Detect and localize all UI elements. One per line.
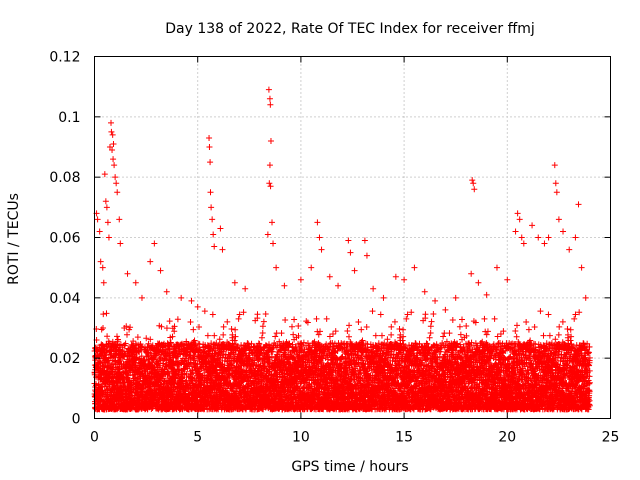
data-point bbox=[201, 308, 208, 315]
data-point bbox=[220, 331, 227, 338]
data-point bbox=[103, 310, 110, 317]
data-points bbox=[91, 86, 593, 413]
data-point bbox=[100, 325, 107, 332]
data-point bbox=[117, 341, 124, 348]
data-point bbox=[323, 315, 330, 322]
data-point bbox=[262, 310, 269, 317]
data-point bbox=[282, 316, 289, 323]
data-point bbox=[290, 331, 297, 338]
data-point bbox=[122, 340, 129, 347]
x-axis-label: GPS time / hours bbox=[291, 459, 408, 475]
data-point bbox=[272, 333, 279, 340]
data-point bbox=[291, 316, 298, 323]
data-point bbox=[216, 336, 223, 343]
data-point bbox=[114, 333, 121, 340]
data-point bbox=[196, 324, 203, 331]
data-point bbox=[163, 325, 170, 332]
data-point bbox=[315, 331, 322, 338]
data-point bbox=[228, 326, 235, 333]
data-point bbox=[260, 318, 267, 325]
chart-title: Day 138 of 2022, Rate Of TEC Index for r… bbox=[165, 21, 535, 37]
data-point bbox=[143, 335, 150, 342]
data-point bbox=[224, 318, 231, 325]
data-point bbox=[258, 334, 265, 341]
data-point bbox=[123, 323, 130, 330]
data-point bbox=[317, 328, 324, 335]
data-point bbox=[254, 311, 261, 318]
data-point bbox=[117, 357, 124, 364]
grid-lines bbox=[94, 56, 611, 419]
data-point bbox=[332, 328, 339, 335]
data-point bbox=[209, 311, 216, 318]
data-point bbox=[211, 332, 218, 339]
data-point bbox=[259, 329, 266, 336]
data-point bbox=[114, 336, 121, 343]
data-point bbox=[295, 322, 302, 329]
data-point bbox=[187, 318, 194, 325]
data-point bbox=[235, 315, 242, 322]
data-point bbox=[166, 318, 173, 325]
data-point bbox=[259, 323, 266, 330]
data-point bbox=[313, 315, 320, 322]
data-point bbox=[278, 330, 285, 337]
data-point bbox=[190, 326, 197, 333]
data-point bbox=[288, 323, 295, 330]
y-axis-label: ROTI / TECUs bbox=[6, 193, 22, 285]
data-point bbox=[220, 323, 227, 330]
data-point bbox=[98, 326, 105, 333]
data-point bbox=[104, 333, 111, 340]
data-point bbox=[106, 340, 113, 347]
data-point bbox=[134, 334, 141, 341]
data-point bbox=[100, 311, 107, 318]
data-point bbox=[232, 326, 239, 333]
data-point bbox=[127, 324, 134, 331]
data-point bbox=[124, 331, 131, 338]
data-point bbox=[174, 316, 181, 323]
data-point bbox=[204, 332, 211, 339]
